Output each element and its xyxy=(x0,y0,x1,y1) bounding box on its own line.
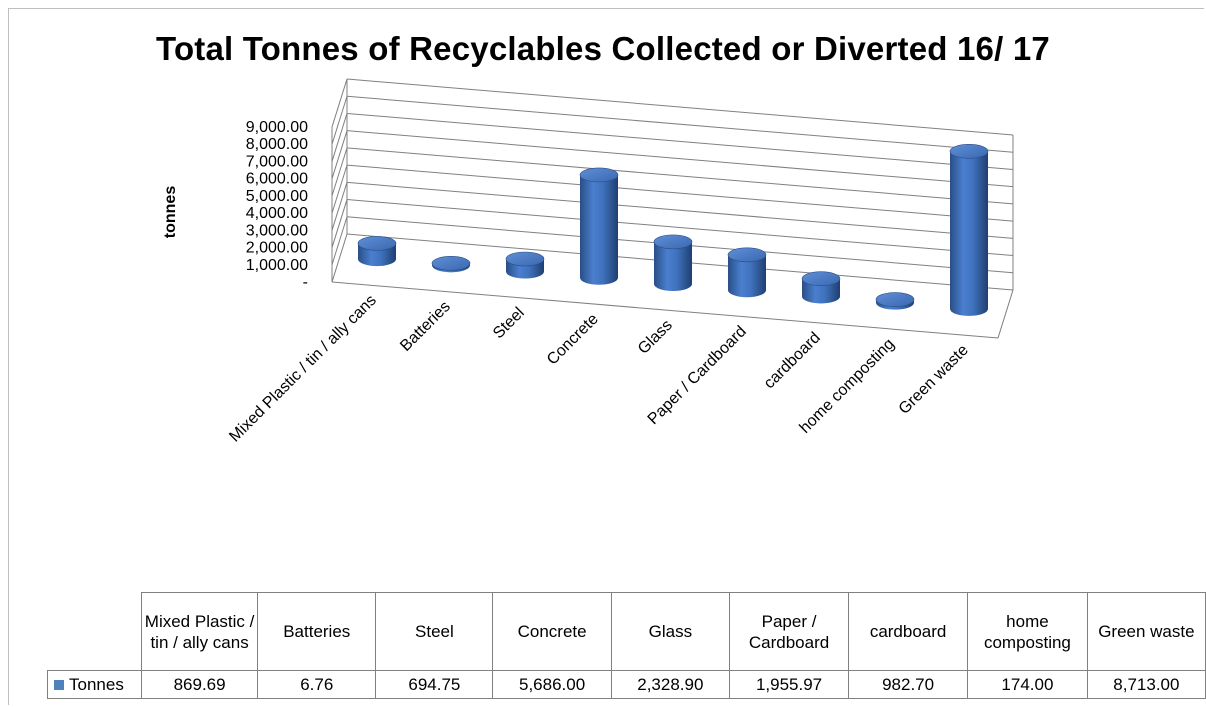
table-cell: 982.70 xyxy=(848,670,969,699)
table-header-cell: Paper / Cardboard xyxy=(728,592,850,671)
bar-top xyxy=(357,236,397,251)
x-tick-label: Concrete xyxy=(544,311,602,369)
bar xyxy=(653,234,693,291)
gridline-side xyxy=(331,233,348,283)
x-tick-label: Glass xyxy=(635,317,676,358)
table-cell: 5,686.00 xyxy=(492,670,612,699)
chart-plot: -1,000.002,000.003,000.004,000.005,000.0… xyxy=(162,78,1014,445)
gridline-side xyxy=(331,164,348,214)
gridline xyxy=(346,181,1014,239)
bar xyxy=(727,247,767,298)
bar xyxy=(579,167,619,285)
y-tick-label: 1,000.00 xyxy=(246,257,308,274)
gridline xyxy=(346,78,1014,136)
table-header-cell: Glass xyxy=(610,592,730,671)
gridline-side xyxy=(331,216,348,265)
table-header-cell: Steel xyxy=(375,592,494,671)
x-tick-label: Mixed Plastic / tin / ally cans xyxy=(226,292,379,445)
table-cell: 869.69 xyxy=(141,670,259,699)
bar xyxy=(431,256,471,273)
table-corner xyxy=(48,593,142,671)
x-tick-label: cardboard xyxy=(761,329,824,392)
bar xyxy=(801,271,841,304)
bar-top xyxy=(727,247,767,263)
table-header-cell: Mixed Plastic / tin / ally cans xyxy=(141,592,259,671)
bar-top xyxy=(579,167,619,183)
legend-cell: Tonnes xyxy=(46,670,143,699)
y-tick-label: 5,000.00 xyxy=(246,188,308,205)
y-tick-label: 3,000.00 xyxy=(246,222,308,239)
floor-front-edge xyxy=(331,281,999,339)
table-cell: 694.75 xyxy=(375,670,494,699)
data-table: Mixed Plastic / tin / ally cans Batteries… xyxy=(46,592,1206,699)
y-tick-label: 6,000.00 xyxy=(246,171,308,188)
gridline xyxy=(346,95,1014,153)
x-tick-label: Steel xyxy=(490,304,528,342)
bar-top xyxy=(949,144,989,159)
gridline-side xyxy=(331,182,348,231)
bar-body xyxy=(950,151,988,316)
table-cell: 174.00 xyxy=(967,670,1088,699)
bar xyxy=(875,292,915,310)
table-header-cell: Concrete xyxy=(492,592,612,671)
bar xyxy=(357,236,397,267)
bar-top xyxy=(801,271,841,286)
table-header-cell: Green waste xyxy=(1086,592,1206,671)
table-cell: 6.76 xyxy=(257,670,377,699)
table-header-cell: Batteries xyxy=(257,592,377,671)
gridline-side xyxy=(331,96,348,145)
bar-body xyxy=(728,254,766,298)
table-header-cell: cardboard xyxy=(848,592,969,671)
gridline-side xyxy=(331,147,348,197)
gridline xyxy=(346,164,1014,222)
table-cell: 2,328.90 xyxy=(610,670,730,699)
x-axis-labels: Mixed Plastic / tin / ally cans Batteries… xyxy=(226,292,972,445)
table-cell: 1,955.97 xyxy=(728,670,850,699)
x-tick-label: Batteries xyxy=(397,298,454,355)
gridline-side xyxy=(331,199,348,248)
gridline-side xyxy=(331,130,348,179)
gridline xyxy=(346,147,1014,205)
bar xyxy=(505,251,545,279)
gridline-side xyxy=(331,78,348,128)
y-axis-title: tonnes xyxy=(162,186,179,239)
bar-top xyxy=(431,256,471,271)
gridline xyxy=(346,130,1014,188)
y-tick-label: 4,000.00 xyxy=(246,205,308,222)
bar-top xyxy=(505,251,545,267)
bar-body xyxy=(580,174,618,285)
legend-label: Tonnes xyxy=(69,675,124,694)
y-tick-label: - xyxy=(303,274,308,291)
gridline-side xyxy=(331,113,348,162)
bar-body xyxy=(654,241,692,291)
table-row: Tonnes 869.69 6.76 694.75 5,686.00 2,328.90 1… xyxy=(46,670,1206,699)
table-header-row: Mixed Plastic / tin / ally cans Batteries… xyxy=(48,592,1206,671)
gridline xyxy=(346,199,1014,257)
bar-top xyxy=(875,292,915,307)
y-tick-label: 7,000.00 xyxy=(246,153,308,170)
chart-frame xyxy=(8,8,1204,705)
chart-title: Total Tonnes of Recyclables Collected or… xyxy=(156,30,1050,67)
floor-right-edge xyxy=(997,289,1014,339)
y-tick-label: 8,000.00 xyxy=(246,136,308,153)
bar-top xyxy=(653,234,693,250)
table-cell: 8,713.00 xyxy=(1086,670,1206,699)
table-header-cell: home composting xyxy=(967,592,1088,671)
y-tick-label: 2,000.00 xyxy=(246,240,308,257)
gridline xyxy=(346,112,1014,170)
x-tick-label: Green waste xyxy=(896,342,972,418)
bars xyxy=(357,144,989,316)
bar xyxy=(949,144,989,316)
legend-key xyxy=(54,680,64,690)
y-tick-label: 9,000.00 xyxy=(246,119,308,136)
y-axis: -1,000.002,000.003,000.004,000.005,000.0… xyxy=(246,79,1014,339)
